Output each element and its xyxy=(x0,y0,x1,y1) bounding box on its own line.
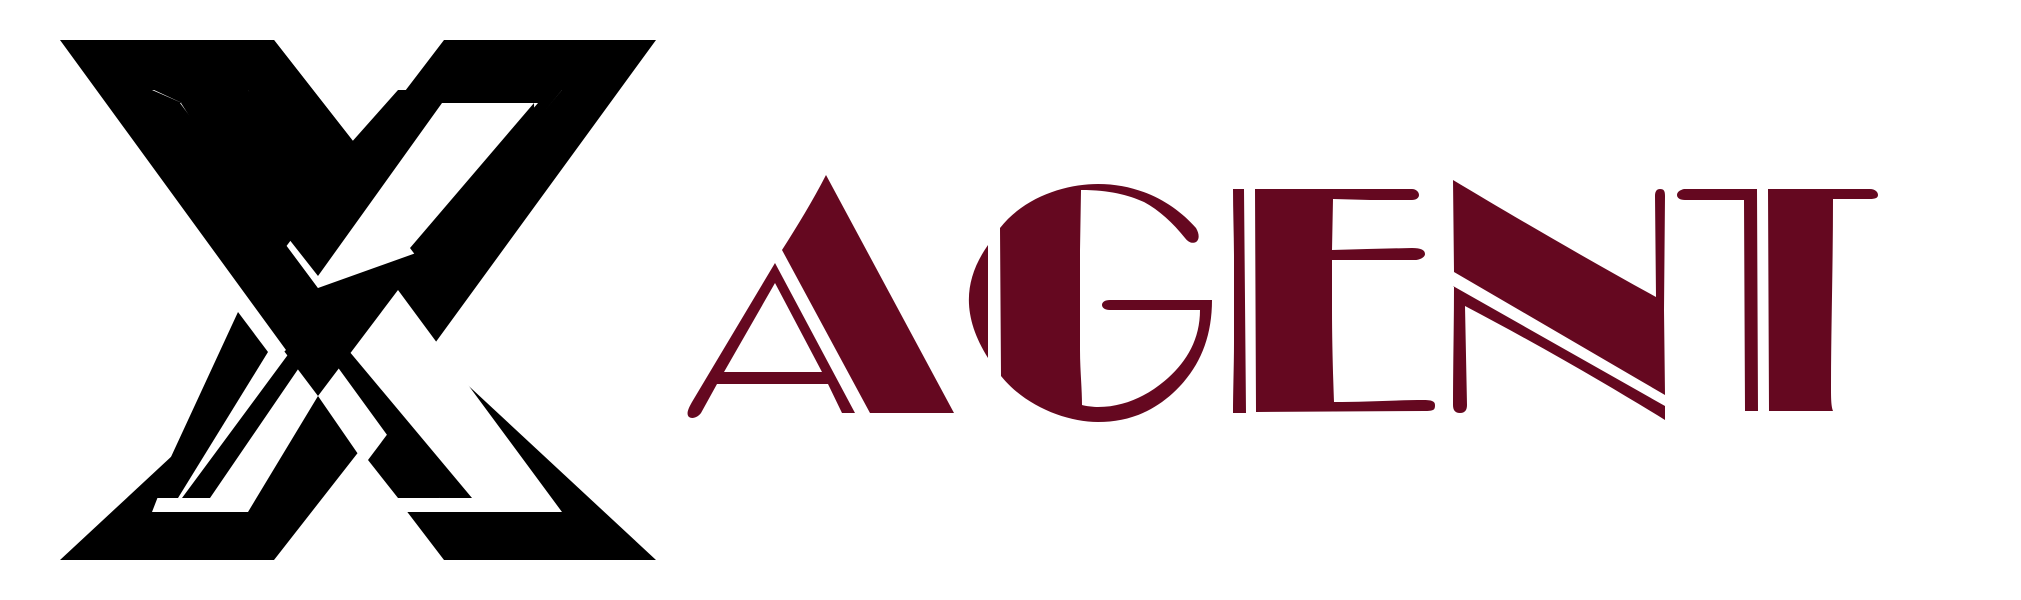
letter-a-left xyxy=(687,263,855,418)
letter-g-body xyxy=(1000,184,1212,422)
letter-n-lower xyxy=(1453,286,1665,420)
x-emblem-icon xyxy=(60,40,656,560)
x-emblem-band-lower-left xyxy=(152,312,268,498)
x-emblem-band-right xyxy=(410,103,536,288)
letter-g-left-cap xyxy=(968,245,988,358)
letter-e-body xyxy=(1255,189,1435,412)
letter-a-right xyxy=(782,175,954,413)
x-emblem-arm-ul xyxy=(60,40,360,206)
letter-n-upper xyxy=(1453,180,1665,395)
letter-t-right xyxy=(1768,189,1878,411)
x-emblem-band-center-left xyxy=(154,90,562,276)
x-emblem-band-lower-right xyxy=(368,420,440,498)
wordmark-letters xyxy=(687,175,1878,422)
x-emblem-outer xyxy=(60,40,656,560)
x-emblem-band-lower-mid xyxy=(182,314,472,498)
letter-t-left xyxy=(1677,189,1758,411)
letter-e-stem xyxy=(1233,189,1246,413)
